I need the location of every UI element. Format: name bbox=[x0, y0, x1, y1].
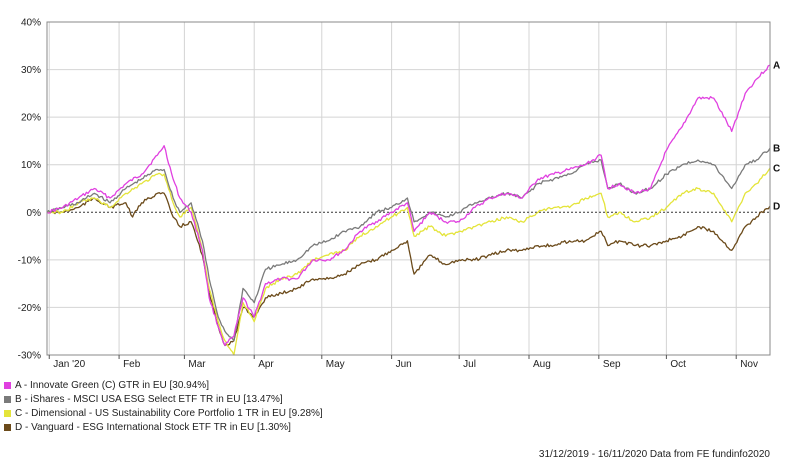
end-label-c: C bbox=[773, 164, 780, 175]
plot-border bbox=[46, 21, 771, 356]
legend-item-b[interactable]: B - iShares - MSCI USA ESG Select ETF TR… bbox=[4, 392, 323, 406]
y-tick-label: 40% bbox=[21, 18, 41, 29]
end-label-d: D bbox=[773, 202, 780, 213]
series-group bbox=[46, 64, 771, 356]
x-tick-label: Nov bbox=[740, 359, 758, 370]
y-tick-label: -10% bbox=[18, 255, 41, 266]
legend-label-b: B - iShares - MSCI USA ESG Select ETF TR… bbox=[15, 393, 283, 405]
legend-item-d[interactable]: D - Vanguard - ESG International Stock E… bbox=[4, 420, 323, 434]
x-tick-label: Jul bbox=[463, 359, 476, 370]
series-end-labels: A BC D bbox=[773, 61, 780, 213]
y-tick-label: 0% bbox=[27, 208, 42, 219]
x-tick-label: Aug bbox=[533, 359, 551, 370]
grid bbox=[47, 21, 770, 356]
x-tick-label: Oct bbox=[670, 359, 686, 370]
legend: A - Innovate Green (C) GTR in EU [30.94%… bbox=[4, 378, 323, 434]
series-line-c bbox=[46, 167, 771, 356]
y-tick-label: 30% bbox=[21, 65, 41, 76]
legend-label-a: A - Innovate Green (C) GTR in EU [30.94%… bbox=[15, 379, 209, 391]
end-label-b: B bbox=[773, 144, 780, 155]
x-tick-label: Apr bbox=[258, 359, 274, 370]
legend-swatch-d bbox=[4, 423, 11, 431]
plot-frame bbox=[46, 21, 771, 356]
legend-item-c[interactable]: C - Dimensional - US Sustainability Core… bbox=[4, 406, 323, 420]
legend-swatch-a bbox=[4, 381, 11, 389]
legend-item-a[interactable]: A - Innovate Green (C) GTR in EU [30.94%… bbox=[4, 378, 323, 392]
y-tick-label: 10% bbox=[21, 160, 41, 171]
legend-label-d: D - Vanguard - ESG International Stock E… bbox=[15, 421, 291, 433]
y-tick-label: -20% bbox=[18, 303, 41, 314]
y-tick-label: -30% bbox=[18, 351, 41, 362]
x-tick-label: Sep bbox=[603, 359, 621, 370]
legend-swatch-c bbox=[4, 409, 11, 417]
end-label-a: A bbox=[773, 61, 780, 72]
x-tick-label: May bbox=[326, 359, 345, 370]
x-tick-label: Feb bbox=[123, 359, 141, 370]
series-line-a bbox=[46, 64, 771, 347]
x-tick-label: Jan '20 bbox=[53, 359, 85, 370]
x-axis-ticks: Jan '20 Feb Mar Apr May Jun Jul Aug Sep Oct Nov bbox=[48, 355, 758, 370]
y-axis-ticks: -30% -20% -10% 0% 10% 20% 30% 40% bbox=[18, 18, 41, 362]
y-tick-label: 20% bbox=[21, 113, 41, 124]
x-tick-label: Jun bbox=[396, 359, 412, 370]
legend-swatch-b bbox=[4, 395, 11, 403]
x-tick-label: Mar bbox=[188, 359, 206, 370]
series-line-d bbox=[46, 192, 771, 347]
data-source-footer: 31/12/2019 - 16/11/2020 Data from FE fun… bbox=[538, 449, 770, 460]
legend-label-c: C - Dimensional - US Sustainability Core… bbox=[15, 407, 323, 419]
